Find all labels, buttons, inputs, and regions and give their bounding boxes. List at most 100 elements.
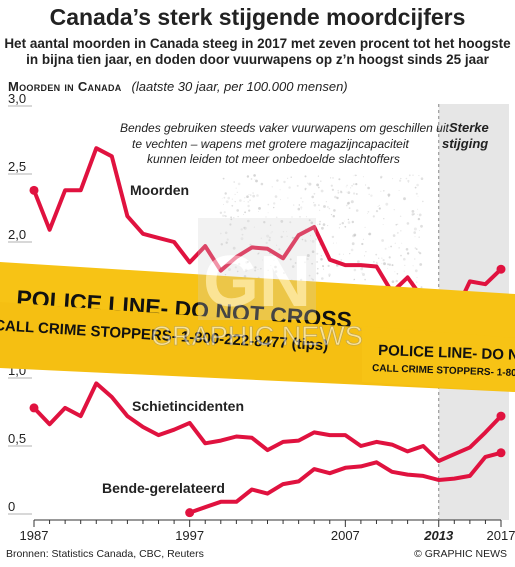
grain-dot <box>313 192 316 195</box>
grain-dot <box>399 215 402 217</box>
grain-dot <box>380 175 383 179</box>
grain-dot <box>234 193 236 195</box>
grain-dot <box>361 272 363 274</box>
grain-dot <box>254 266 257 269</box>
grain-dot <box>382 259 385 262</box>
tape-right-piece <box>362 326 515 392</box>
y-tick-label: 2,0 <box>8 227 26 242</box>
grain-dot <box>228 268 231 271</box>
grain-dot <box>349 253 351 255</box>
grain-dot <box>365 251 367 253</box>
grain-dot <box>311 250 315 253</box>
grain-dot <box>388 246 390 248</box>
grain-dot <box>390 245 392 248</box>
grain-dot <box>288 186 291 189</box>
grain-dot <box>306 216 307 218</box>
grain-dot <box>304 261 306 264</box>
grain-dot <box>322 265 324 267</box>
grain-dot <box>383 190 385 192</box>
series-endpoint <box>29 185 39 195</box>
grain-dot <box>269 224 272 226</box>
series-endpoint <box>29 403 39 413</box>
grain-dot <box>274 270 278 273</box>
grain-dot <box>257 253 259 255</box>
y-axis: 3,02,52,01,00,50 <box>8 91 32 515</box>
x-tick-label: 1997 <box>175 528 204 543</box>
grain-dot <box>352 183 355 186</box>
grain-dot <box>378 204 380 206</box>
grain-dot <box>226 238 229 241</box>
grain-dot <box>350 200 354 204</box>
grain-dot <box>222 177 225 180</box>
grain-dot <box>219 232 222 235</box>
grain-dot <box>260 237 262 239</box>
grain-dot <box>344 225 347 228</box>
grain-dot <box>316 261 318 263</box>
grain-dot <box>247 201 250 203</box>
grain-dot <box>328 273 331 277</box>
grain-dot <box>316 252 319 255</box>
grain-dot <box>373 261 375 263</box>
grain-dot <box>416 183 419 187</box>
grain-dot <box>308 182 312 186</box>
grain-dot <box>398 190 400 191</box>
grain-dot <box>330 214 333 216</box>
grain-dot <box>291 265 295 268</box>
grain-dot <box>244 268 248 272</box>
grain-dot <box>273 206 275 209</box>
grain-dot <box>289 221 292 224</box>
series-label-bende: Bende-gerelateerd <box>102 480 225 496</box>
grain-dot <box>406 222 410 225</box>
grain-dot <box>248 209 251 212</box>
grain-dot <box>347 218 350 221</box>
grain-dot <box>311 262 313 265</box>
watermark: GN GRAPHIC NEWS <box>151 218 363 351</box>
grain-dot <box>243 200 245 202</box>
credit: © GRAPHIC NEWS <box>414 548 507 560</box>
grain-dot <box>258 252 260 254</box>
grain-dot <box>414 269 418 273</box>
grain-dot <box>273 202 276 205</box>
grain-dot <box>343 253 344 255</box>
grain-dot <box>235 187 237 189</box>
grain-dot <box>340 259 343 261</box>
grain-dot <box>340 191 343 194</box>
grain-dot <box>306 254 310 257</box>
grain-dot <box>280 235 283 239</box>
grain-dot <box>413 231 417 234</box>
grain-dot <box>255 179 258 183</box>
grain-dot <box>248 194 250 196</box>
grain-dot <box>394 271 396 273</box>
grain-dot <box>298 204 300 206</box>
grain-dot <box>304 239 306 241</box>
grain-dot <box>304 175 307 178</box>
grain-dot <box>384 247 387 250</box>
grain-dot <box>346 184 348 187</box>
grain-dot <box>225 241 228 244</box>
grain-dot <box>276 244 278 246</box>
grain-dot <box>220 243 223 246</box>
grain-dot <box>387 193 391 197</box>
grain-dot <box>328 275 331 277</box>
grain-dot <box>236 209 239 212</box>
grain-dot <box>337 191 340 194</box>
grain-dot <box>286 231 288 233</box>
grain-dot <box>395 223 398 226</box>
grain-dot <box>224 215 226 217</box>
grain-dot <box>387 263 389 266</box>
grain-dot <box>271 186 273 188</box>
grain-dot <box>265 216 267 218</box>
grain-dot <box>252 194 256 198</box>
grain-dot <box>322 265 324 268</box>
grain-dot <box>253 226 255 228</box>
grain-dot <box>351 242 355 246</box>
grain-dot <box>333 209 336 212</box>
highlight-label: Sterke stijging <box>442 120 489 151</box>
grain-dot <box>250 178 253 180</box>
grain-dot <box>315 238 318 241</box>
annotation: Bendes gebruiken steeds vaker vuurwapens… <box>120 121 450 166</box>
grain-dot <box>353 279 355 281</box>
grain-dot <box>263 221 266 224</box>
grain-dot <box>240 237 244 241</box>
grain-dot <box>300 197 302 200</box>
